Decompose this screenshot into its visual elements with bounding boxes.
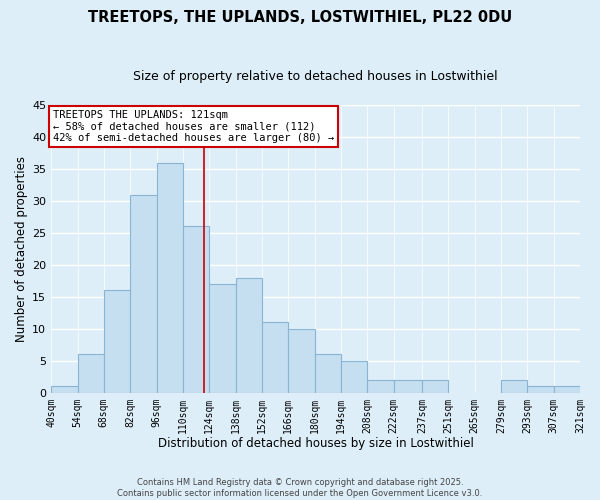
Bar: [314, 354, 341, 393]
Bar: [288, 329, 314, 392]
Bar: [51, 386, 77, 392]
Bar: [527, 386, 554, 392]
Text: Contains HM Land Registry data © Crown copyright and database right 2025.
Contai: Contains HM Land Registry data © Crown c…: [118, 478, 482, 498]
Bar: [422, 380, 448, 392]
Bar: [394, 380, 422, 392]
Bar: [262, 322, 288, 392]
Bar: [367, 380, 394, 392]
Bar: [501, 380, 527, 392]
Title: Size of property relative to detached houses in Lostwithiel: Size of property relative to detached ho…: [133, 70, 498, 83]
Bar: [209, 284, 236, 393]
Bar: [104, 290, 130, 392]
Bar: [236, 278, 262, 392]
Text: TREETOPS, THE UPLANDS, LOSTWITHIEL, PL22 0DU: TREETOPS, THE UPLANDS, LOSTWITHIEL, PL22…: [88, 10, 512, 25]
Bar: [554, 386, 580, 392]
Bar: [77, 354, 104, 393]
Text: TREETOPS THE UPLANDS: 121sqm
← 58% of detached houses are smaller (112)
42% of s: TREETOPS THE UPLANDS: 121sqm ← 58% of de…: [53, 110, 334, 144]
Bar: [183, 226, 209, 392]
Bar: [130, 194, 157, 392]
Bar: [341, 361, 367, 392]
Bar: [157, 162, 183, 392]
Y-axis label: Number of detached properties: Number of detached properties: [15, 156, 28, 342]
X-axis label: Distribution of detached houses by size in Lostwithiel: Distribution of detached houses by size …: [158, 437, 473, 450]
